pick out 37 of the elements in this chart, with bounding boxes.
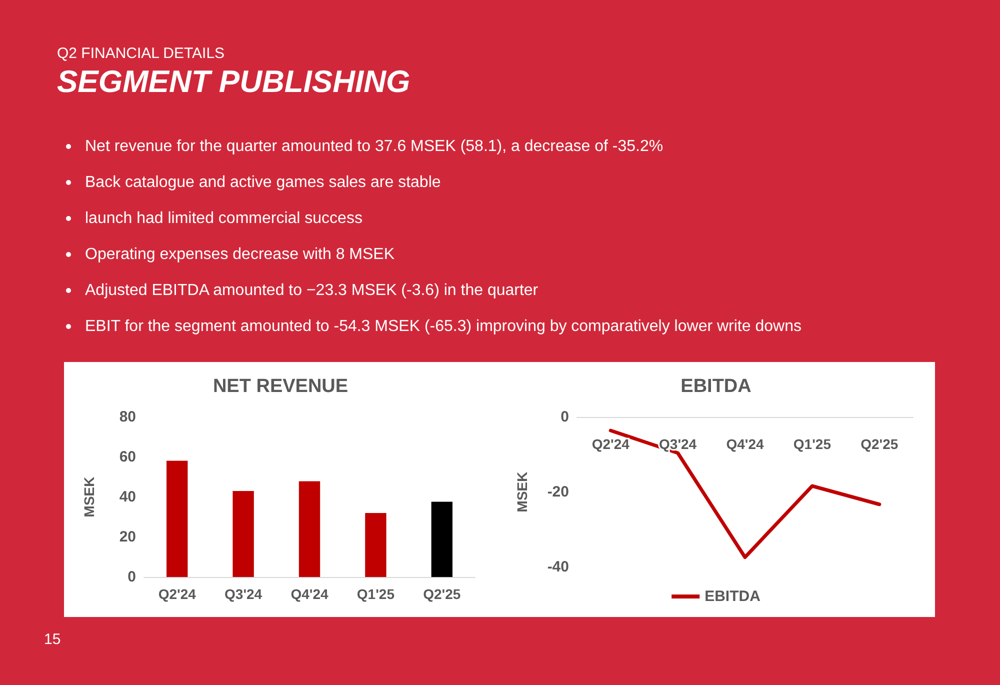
y-tick-label: -20 [547,484,569,500]
text: 15 [44,631,61,648]
text: SEGMENT PUBLISHING [57,64,410,100]
text: Net revenue for the quarter amounted to 37.6 MSEK (58.1), a decrease of -35.2% [85,138,664,155]
x-tick-label: Q2'24 [592,436,630,452]
text: Q2 FINANCIAL DETAILS [57,45,225,62]
text: Back catalogue and active games sales are stable [85,174,441,191]
y-tick-label: 80 [119,408,136,426]
y-tick-label: 0 [128,568,136,586]
bar [431,502,452,577]
chart-title: EBITDA [680,376,752,397]
y-tick-label: -40 [547,558,569,576]
y-tick-label: 40 [119,488,136,506]
text: EBIT for the segment amounted to -54.3 MSEK (-65.3) improving by comparatively lower write downs [85,318,802,335]
x-tick-label: Q1'25 [793,436,832,452]
y-axis-title: MSEK [81,476,97,518]
x-tick-label: Q2'25 [423,586,461,602]
bar [232,491,254,577]
bar [365,513,386,577]
legend-label: EBITDA [704,588,761,605]
y-tick-label: 0 [560,408,569,426]
text: launch had limited commercial success [85,210,362,227]
y-tick-label: 20 [119,528,136,546]
y-axis-title: MSEK [514,472,530,512]
x-tick-label: Q3'24 [659,436,697,452]
chart-title: NET REVENUE [212,376,348,397]
x-tick-label: Q4'24 [290,586,328,602]
text: Operating expenses decrease with 8 MSEK [85,246,394,263]
x-tick-label: Q1'25 [356,586,395,602]
x-tick-label: Q2'25 [860,436,898,452]
bar [298,481,320,577]
x-tick-label: Q4'24 [726,436,764,452]
y-tick-label: 60 [119,448,136,466]
bar [166,460,188,577]
x-tick-label: Q2'24 [158,586,196,602]
x-tick-label: Q3'24 [224,586,262,602]
text: Adjusted EBITDA amounted to −23.3 MSEK (-3.6) in the quarter [85,282,538,299]
